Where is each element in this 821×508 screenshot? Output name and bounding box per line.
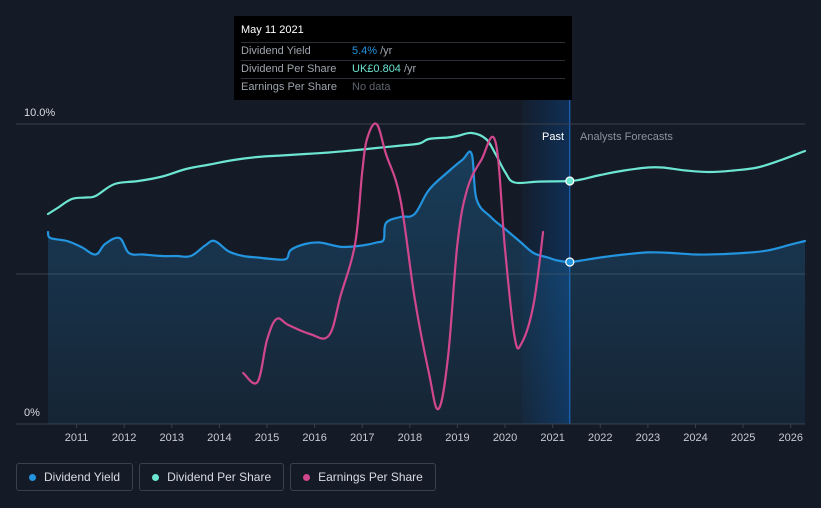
legend-item-dividend-per-share[interactable]: Dividend Per Share — [139, 463, 285, 491]
series-line-eps[interactable] — [242, 122, 545, 411]
tooltip-row-unit: /yr — [380, 45, 393, 57]
legend-dot-icon — [152, 473, 160, 481]
tooltip-row-value: No data — [352, 81, 391, 93]
y-axis-bottom-label: 0% — [24, 407, 40, 419]
x-tick-label: 2020 — [493, 432, 517, 444]
x-tick-label: 2021 — [540, 432, 564, 444]
x-tick-label: 2017 — [350, 432, 374, 444]
x-tick-label: 2022 — [588, 432, 612, 444]
x-tick-label: 2012 — [112, 432, 136, 444]
marker-yield — [565, 257, 575, 267]
legend-item-dividend-yield[interactable]: Dividend Yield — [16, 463, 134, 491]
x-tick-label: 2015 — [255, 432, 279, 444]
tooltip-row-earnings-per-share: Earnings Per Share No data — [241, 79, 565, 96]
legend-dot-icon — [29, 473, 36, 481]
tooltip-row-label: Earnings Per Share — [241, 81, 337, 93]
x-tick-label: 2011 — [65, 432, 89, 444]
series-area-yield — [48, 151, 805, 424]
tooltip-row-dividend-per-share: Dividend Per Share UK£0.804/yr — [241, 61, 565, 79]
forecast-region-label: Analysts Forecasts — [580, 131, 673, 143]
series-line-dps[interactable] — [46, 131, 807, 216]
x-tick-label: 2013 — [160, 432, 184, 444]
marker-dps — [565, 176, 575, 186]
x-tick-label: 2026 — [778, 432, 802, 444]
legend-label: Earnings Per Share — [318, 470, 423, 484]
hover-tooltip: May 11 2021 Dividend Yield 5.4%/yr Divid… — [234, 16, 572, 100]
x-tick-label: 2023 — [636, 432, 660, 444]
tooltip-row-unit: /yr — [403, 63, 417, 75]
legend-label: Dividend Per Share — [167, 470, 272, 484]
series-line-yield[interactable] — [46, 150, 807, 264]
legend-item-earnings-per-share[interactable]: Earnings Per Share — [290, 463, 436, 491]
chart-legend: Dividend Yield Dividend Per Share Earnin… — [16, 463, 436, 491]
past-region-label: Past — [542, 131, 564, 143]
x-tick-label: 2019 — [445, 432, 469, 444]
tooltip-row-value: 5.4% — [352, 45, 378, 57]
tooltip-row-value: UK£0.804 — [352, 63, 401, 75]
tooltip-row-dividend-yield: Dividend Yield 5.4%/yr — [241, 43, 565, 61]
x-tick-label: 2014 — [207, 432, 231, 444]
y-axis-top-label: 10.0% — [24, 107, 55, 119]
tooltip-row-label: Dividend Yield — [241, 45, 311, 57]
x-tick-label: 2024 — [683, 432, 707, 444]
x-tick-label: 2018 — [398, 432, 422, 444]
legend-dot-icon — [303, 473, 311, 481]
x-tick-label: 2025 — [731, 432, 755, 444]
legend-label: Dividend Yield — [44, 470, 121, 484]
tooltip-date: May 11 2021 — [241, 22, 565, 43]
tooltip-row-label: Dividend Per Share — [241, 63, 337, 75]
x-tick-label: 2016 — [302, 432, 326, 444]
